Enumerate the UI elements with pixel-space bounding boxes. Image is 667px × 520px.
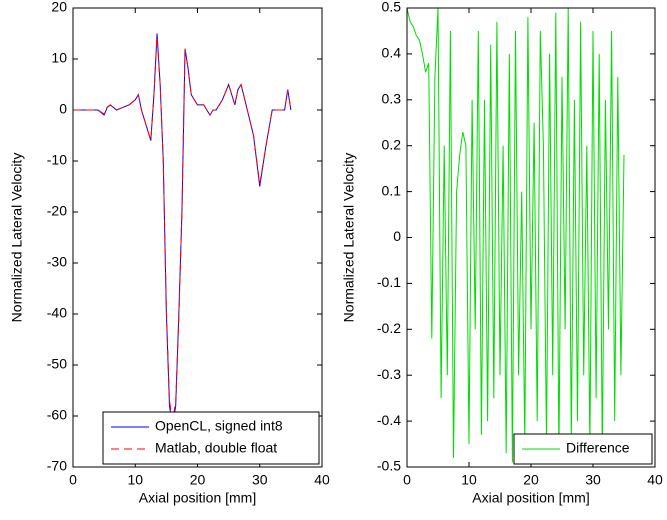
y-tick-label: 20 [51, 0, 67, 15]
x-tick-label: 40 [314, 472, 330, 488]
y-tick-label: -20 [47, 203, 67, 219]
y-tick-label: -0.5 [377, 458, 401, 474]
x-tick-label: 20 [523, 472, 539, 488]
x-tick-label: 30 [585, 472, 601, 488]
x-tick-label: 10 [127, 472, 143, 488]
subplot: 0 10 20 30 40 -0.5 -0.4 -0.3 -0.2 -0.1 0 0.1 0.2 0.3 0… [341, 0, 663, 506]
x-tick-label: 40 [647, 472, 663, 488]
y-tick-label: -40 [47, 305, 67, 321]
legend: Difference [513, 433, 653, 465]
y-tick-label: -0.3 [377, 366, 401, 382]
y-tick-label: 0 [393, 228, 401, 244]
data-line [406, 7, 625, 463]
axes-box [72, 7, 323, 468]
legend-label: Difference [566, 440, 630, 456]
y-tick-label: 10 [51, 50, 67, 66]
y-tick-label: 0.1 [382, 182, 402, 198]
y-axis-label: Normalized Lateral Velocity [341, 153, 357, 323]
y-tick-label: 0.4 [382, 45, 402, 61]
y-tick-label: 0 [59, 101, 67, 117]
y-tick-label: -10 [47, 152, 67, 168]
legend-label: Matlab, double float [155, 440, 277, 456]
y-tick-label: -70 [47, 458, 67, 474]
y-tick-label: -30 [47, 254, 67, 270]
y-tick-label: 0.3 [382, 91, 402, 107]
x-tick-label: 20 [190, 472, 206, 488]
x-tick-label: 0 [403, 472, 411, 488]
y-axis-label: Normalized Lateral Velocity [9, 153, 25, 323]
x-tick-label: 0 [69, 472, 77, 488]
y-tick-label: -0.1 [377, 274, 401, 290]
y-tick-label: -60 [47, 407, 67, 423]
x-axis-label: Axial position [mm] [472, 490, 589, 506]
y-tick-label: 0.5 [382, 0, 402, 15]
subplot: 0 10 20 30 40 -70 -60 -50 -40 -30 -20 -10 0 10 20 Axial… [9, 0, 330, 506]
plot-area [73, 8, 322, 467]
x-tick-label: 10 [461, 472, 477, 488]
legend-box [102, 411, 320, 465]
y-tick-label: 0.2 [382, 136, 402, 152]
x-axis-label: Axial position [mm] [139, 490, 256, 506]
x-tick-label: 30 [252, 472, 268, 488]
y-tick-label: -50 [47, 356, 67, 372]
legend: OpenCL, signed int8 Matlab, double float [102, 411, 320, 465]
legend-label: OpenCL, signed int8 [155, 418, 283, 434]
axes-box [406, 7, 656, 468]
data-line [73, 36, 292, 422]
y-tick-label: -0.2 [377, 320, 401, 336]
y-tick-label: -0.4 [377, 412, 401, 428]
